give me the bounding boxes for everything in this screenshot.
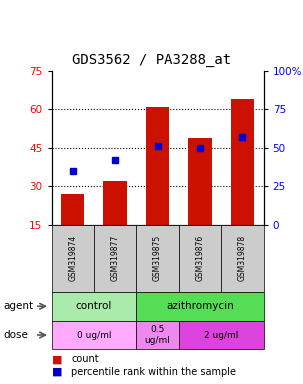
Text: dose: dose: [3, 330, 28, 340]
Text: 2 ug/ml: 2 ug/ml: [204, 331, 238, 339]
Text: azithromycin: azithromycin: [166, 301, 234, 311]
Bar: [188, 137, 212, 225]
Text: 0 ug/ml: 0 ug/ml: [77, 331, 111, 339]
Bar: [61, 194, 85, 225]
Text: agent: agent: [3, 301, 33, 311]
Text: ■: ■: [52, 367, 62, 377]
Text: GSM319878: GSM319878: [238, 235, 247, 281]
Bar: [146, 107, 169, 225]
Text: count: count: [71, 354, 99, 364]
Text: GSM319874: GSM319874: [68, 235, 77, 281]
Text: percentile rank within the sample: percentile rank within the sample: [71, 367, 236, 377]
Bar: [104, 181, 127, 225]
Text: 0.5
ug/ml: 0.5 ug/ml: [145, 325, 171, 345]
Text: GDS3562 / PA3288_at: GDS3562 / PA3288_at: [72, 53, 231, 66]
Text: GSM319877: GSM319877: [111, 235, 120, 281]
Text: GSM319875: GSM319875: [153, 235, 162, 281]
Bar: [231, 99, 254, 225]
Text: ■: ■: [52, 354, 62, 364]
Text: control: control: [76, 301, 112, 311]
Text: GSM319876: GSM319876: [195, 235, 205, 281]
